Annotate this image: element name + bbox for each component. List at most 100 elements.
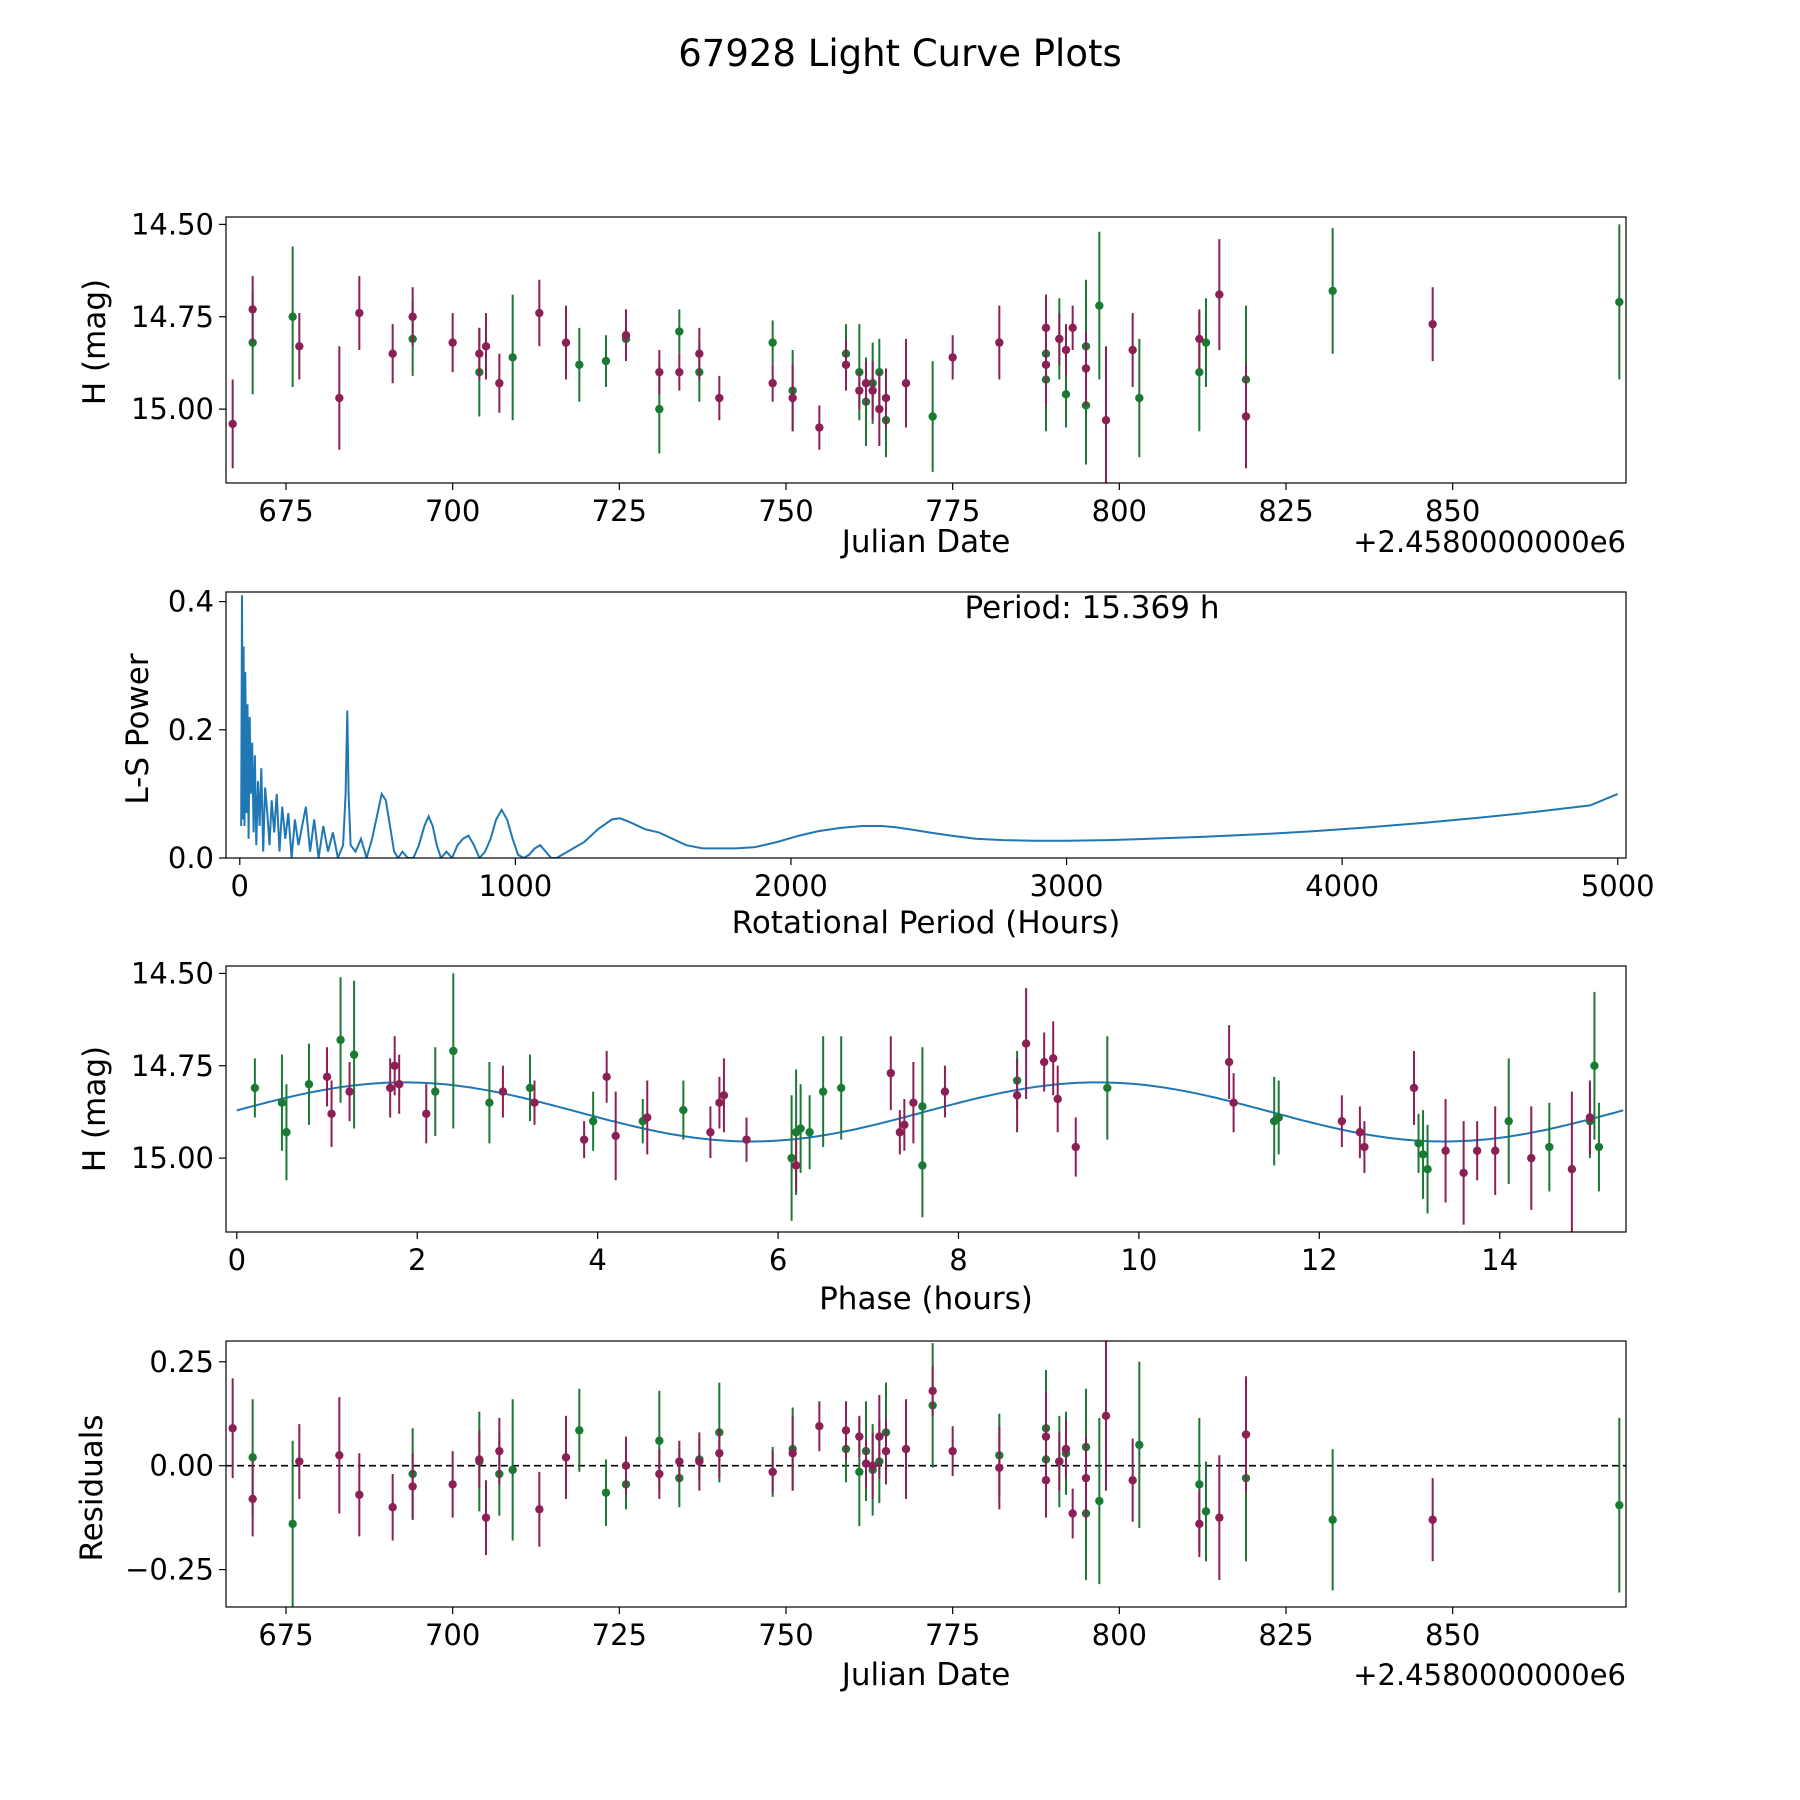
periodogram-ytick-label: 0.0 xyxy=(168,841,214,875)
phased-point-r xyxy=(1053,1094,1062,1104)
residuals-point-r xyxy=(901,1444,911,1454)
phased-point-r xyxy=(498,1087,508,1096)
phased-point-g xyxy=(787,1153,796,1163)
residuals-xtick-label: 825 xyxy=(1258,1618,1313,1652)
phased-point-r xyxy=(886,1068,896,1078)
phased-point-g xyxy=(837,1083,846,1093)
lightcurve-xtick-label: 675 xyxy=(258,494,313,528)
lightcurve-point-g xyxy=(288,312,297,321)
lightcurve-point-r xyxy=(561,338,571,347)
residuals-ytick-label: −0.25 xyxy=(125,1553,214,1587)
residuals-point-r xyxy=(695,1457,704,1466)
residuals-panel: Julian Date Residuals +2.4580000000e6 67… xyxy=(74,1340,1627,1693)
phased-point-r xyxy=(345,1087,354,1096)
residuals-offset-text: +2.4580000000e6 xyxy=(1353,1658,1626,1692)
periodogram-ytick-label: 0.2 xyxy=(168,713,214,747)
periodogram-xtick-label: 5000 xyxy=(1581,869,1655,903)
phased-point-r xyxy=(1229,1098,1238,1107)
lightcurve-point-g xyxy=(655,404,664,414)
residuals-point-r xyxy=(561,1453,571,1462)
periodogram-panel: Rotational Period (Hours) L-S Power Peri… xyxy=(120,585,1655,941)
phased-point-r xyxy=(1567,1164,1577,1174)
residuals-point-g xyxy=(248,1453,257,1462)
lightcurve-point-r xyxy=(1128,345,1137,355)
phased-panel: Phase (hours) H (mag) 0 2 4 6 8 10 12 14 14.50 14… xyxy=(77,956,1627,1317)
lightcurve-point-r xyxy=(408,312,417,321)
residuals-point-r xyxy=(1055,1457,1064,1466)
phased-point-r xyxy=(742,1135,751,1144)
phased-point-g xyxy=(679,1105,688,1115)
phased-point-g xyxy=(1590,1061,1599,1070)
lightcurve-point-g xyxy=(875,367,884,377)
residuals-point-g xyxy=(655,1436,664,1445)
lightcurve-point-r xyxy=(881,393,891,403)
phased-point-g xyxy=(485,1098,494,1107)
residuals-point-r xyxy=(1215,1513,1224,1522)
phased-point-g xyxy=(1274,1113,1283,1122)
lightcurve-point-r xyxy=(1041,323,1051,333)
residuals-axes-frame xyxy=(225,1340,1627,1608)
residuals-plot-area xyxy=(226,1341,1626,1607)
lightcurve-point-g xyxy=(1061,390,1071,399)
residuals-point-r xyxy=(1061,1444,1071,1454)
lightcurve-ytick-label: 15.00 xyxy=(131,392,214,426)
phased-point-r xyxy=(1224,1057,1234,1067)
residuals-point-r xyxy=(1241,1430,1251,1439)
lightcurve-point-r xyxy=(841,360,851,369)
phased-point-r xyxy=(940,1087,950,1096)
periodogram-xlabel: Rotational Period (Hours) xyxy=(732,905,1121,941)
lightcurve-point-r xyxy=(855,386,864,395)
residuals-point-r xyxy=(815,1422,824,1431)
periodogram-xtick-label: 4000 xyxy=(1305,869,1379,903)
lightcurve-point-g xyxy=(855,367,864,377)
residuals-point-r xyxy=(388,1503,397,1512)
lightcurve-plot-area xyxy=(228,224,1624,483)
residuals-xtick-label: 750 xyxy=(758,1618,813,1652)
residuals-point-r xyxy=(861,1459,871,1468)
phased-point-g xyxy=(1103,1083,1112,1093)
phased-point-r xyxy=(715,1098,724,1107)
phased-xtick-label: 2 xyxy=(408,1243,426,1277)
phased-point-g xyxy=(796,1124,805,1133)
phased-axes-frame xyxy=(225,965,1627,1233)
lightcurve-point-r xyxy=(1241,412,1251,421)
phased-point-g xyxy=(918,1102,927,1111)
phased-ylabel: H (mag) xyxy=(77,1046,113,1172)
lightcurve-point-r xyxy=(948,353,957,362)
lightcurve-point-r xyxy=(788,393,797,403)
residuals-point-g xyxy=(855,1467,864,1477)
residuals-point-r xyxy=(1101,1411,1111,1421)
phased-point-g xyxy=(1545,1142,1554,1152)
residuals-point-r xyxy=(228,1424,237,1433)
lightcurve-point-r xyxy=(1041,360,1051,369)
residuals-point-g xyxy=(1201,1507,1211,1516)
lightcurve-point-r xyxy=(1428,319,1437,329)
period-annotation: Period: 15.369 h xyxy=(965,590,1220,626)
residuals-point-r xyxy=(875,1432,884,1441)
lightcurve-point-r xyxy=(655,367,664,377)
phased-point-r xyxy=(1360,1142,1369,1152)
residuals-point-r xyxy=(768,1467,777,1477)
residuals-point-g xyxy=(575,1426,584,1435)
lightcurve-point-g xyxy=(928,412,937,421)
residuals-point-r xyxy=(1128,1476,1137,1485)
figure-title: 67928 Light Curve Plots xyxy=(678,32,1122,75)
periodogram-plot-area xyxy=(240,595,1619,858)
phased-point-r xyxy=(1527,1153,1536,1163)
phased-point-r xyxy=(327,1109,336,1118)
periodogram-xtick-label: 1000 xyxy=(478,869,552,903)
phased-point-r xyxy=(1409,1083,1419,1093)
phased-point-g xyxy=(282,1128,291,1137)
lightcurve-point-r xyxy=(295,342,304,351)
lightcurve-point-g xyxy=(575,360,584,369)
residuals-point-g xyxy=(1135,1440,1144,1450)
residuals-point-g xyxy=(508,1465,517,1475)
lightcurve-point-r xyxy=(675,367,684,377)
lightcurve-point-r xyxy=(695,349,704,358)
phased-point-g xyxy=(1414,1139,1423,1148)
lightcurve-ytick-label: 14.50 xyxy=(131,207,214,241)
phased-point-g xyxy=(349,1050,359,1059)
lightcurve-xtick-label: 850 xyxy=(1425,494,1480,528)
residuals-point-r xyxy=(715,1449,724,1458)
residuals-point-g xyxy=(1095,1496,1104,1506)
